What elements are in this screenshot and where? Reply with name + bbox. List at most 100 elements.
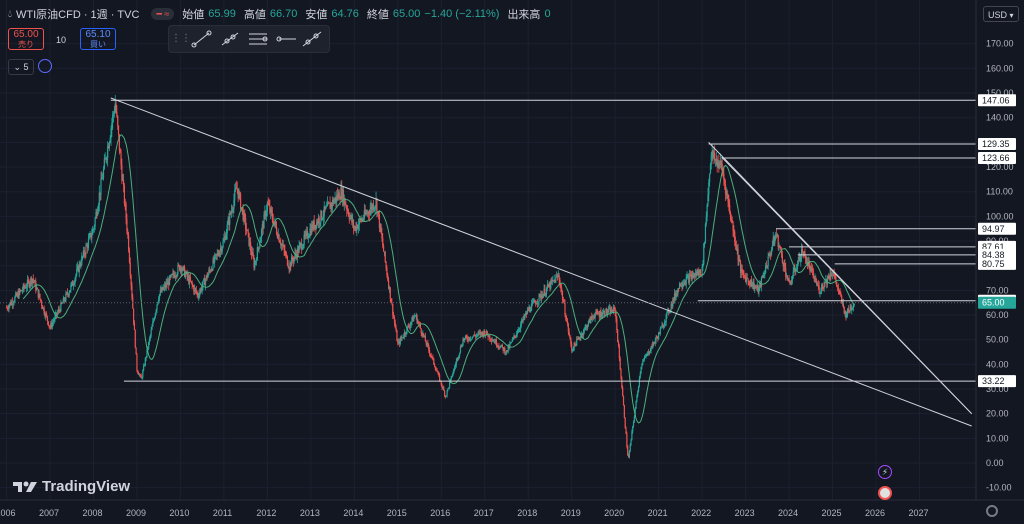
candle-body xyxy=(301,247,304,250)
candle-body xyxy=(751,285,753,287)
candle-body xyxy=(750,279,752,286)
candle-body xyxy=(266,202,268,211)
candle-body xyxy=(344,198,346,206)
candle-body xyxy=(811,267,813,269)
y-tick-label: 40.00 xyxy=(986,359,1009,369)
gear-icon[interactable] xyxy=(986,505,998,517)
candle-body xyxy=(612,311,614,313)
candle-body xyxy=(10,301,13,305)
candle-body xyxy=(60,302,62,312)
parallel-channel-icon[interactable] xyxy=(247,30,269,48)
candle-body xyxy=(408,326,411,328)
extended-line-icon[interactable] xyxy=(301,30,323,48)
symbol-title[interactable]: WTI原油CFD · 1週 · TVC xyxy=(16,9,140,21)
ray-icon[interactable] xyxy=(219,30,241,48)
candle-body xyxy=(446,390,448,396)
candle-body xyxy=(598,313,600,317)
candle-body xyxy=(29,283,31,287)
candle-body xyxy=(416,315,418,324)
candle-body xyxy=(364,210,366,215)
candle-body xyxy=(59,310,61,312)
level-label: 33.22 xyxy=(982,376,1005,386)
candle-body xyxy=(367,211,370,214)
candle-body xyxy=(370,205,372,210)
y-tick-label: 160.00 xyxy=(986,63,1014,73)
candle-body xyxy=(622,395,625,406)
candle-body xyxy=(317,217,319,224)
candle-body xyxy=(219,247,222,252)
candle-body xyxy=(329,202,331,209)
candle-body xyxy=(415,315,417,317)
indicators-toggle[interactable]: ⌄ 5 xyxy=(8,59,34,75)
candle-body xyxy=(174,275,177,278)
candle-body xyxy=(14,296,16,302)
candle-body xyxy=(152,321,154,327)
candle-body xyxy=(795,270,797,272)
candle-body xyxy=(821,284,824,289)
candle-body xyxy=(525,312,527,316)
candle-body xyxy=(579,338,581,340)
currency-select[interactable]: USD ▾ xyxy=(983,6,1019,22)
candle-body xyxy=(841,302,844,304)
candle-body xyxy=(211,269,213,271)
candle-body xyxy=(571,344,573,351)
candle-body xyxy=(275,221,277,227)
candle-body xyxy=(378,214,380,229)
candle-body xyxy=(229,212,232,214)
candle-body xyxy=(812,270,814,278)
lightning-icon[interactable]: ⚡ xyxy=(878,465,892,479)
candle-body xyxy=(293,257,295,262)
candle-body xyxy=(153,317,156,320)
buy-button[interactable]: 65.10 買い xyxy=(80,28,116,50)
sell-button[interactable]: 65.00 売り xyxy=(8,28,44,50)
candle-body xyxy=(627,455,630,458)
candle-body xyxy=(789,281,791,284)
candle-body xyxy=(142,370,144,378)
candle-body xyxy=(338,192,340,200)
candle-body xyxy=(56,312,59,315)
volume-label: 出来高 xyxy=(507,9,541,21)
candle-body xyxy=(788,277,790,282)
drag-handle-icon[interactable]: ⋮⋮ xyxy=(171,33,191,44)
candle-body xyxy=(393,317,396,323)
horizontal-ray-icon[interactable] xyxy=(275,30,297,48)
candle-body xyxy=(786,275,788,281)
candle-body xyxy=(721,164,723,171)
candle-body xyxy=(331,203,333,207)
candle-body xyxy=(510,342,512,344)
candle-body xyxy=(353,227,355,229)
candle-body xyxy=(412,317,414,322)
candle-body xyxy=(581,333,584,336)
candle-body xyxy=(500,346,502,349)
candle-body xyxy=(836,286,839,288)
candle-body xyxy=(785,267,787,277)
candle-body xyxy=(785,275,788,277)
flag-icon[interactable] xyxy=(878,486,892,500)
candle-body xyxy=(264,211,266,215)
candle-body xyxy=(638,377,641,386)
eye-icon[interactable] xyxy=(38,59,52,73)
candle-body xyxy=(663,325,665,328)
candle-body xyxy=(570,338,572,345)
candle-body xyxy=(92,229,95,230)
trend-line-icon[interactable] xyxy=(191,30,213,48)
candle-body xyxy=(267,202,269,205)
candle-body xyxy=(163,287,165,290)
candle-body xyxy=(232,208,234,211)
candle-body xyxy=(738,259,740,261)
candle-body xyxy=(826,275,829,284)
candle-body xyxy=(777,234,779,247)
candle-body xyxy=(552,279,554,281)
candle-body xyxy=(438,374,441,381)
candle-body xyxy=(586,325,589,329)
visibility-toggle[interactable]: ━ ≈ xyxy=(151,8,175,20)
candle-body xyxy=(334,197,336,201)
candle-body xyxy=(540,294,542,299)
x-tick-label: 2009 xyxy=(126,508,146,518)
candle-body xyxy=(391,302,393,304)
candle-body xyxy=(827,275,829,279)
candle-body xyxy=(68,292,70,296)
tradingview-logo[interactable]: TradingView xyxy=(12,478,130,495)
candle-body xyxy=(133,308,135,323)
